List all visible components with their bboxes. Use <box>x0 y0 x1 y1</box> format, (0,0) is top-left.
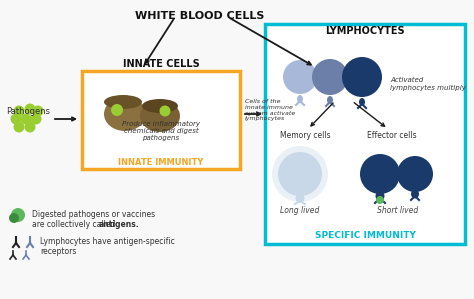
Text: SPECIFIC IMMUNITY: SPECIFIC IMMUNITY <box>315 231 415 240</box>
Text: Lymphocytes have antigen-specific
receptors: Lymphocytes have antigen-specific recept… <box>40 237 175 257</box>
Circle shape <box>111 104 123 116</box>
Text: Effector cells: Effector cells <box>367 131 417 140</box>
Circle shape <box>25 103 36 115</box>
Circle shape <box>20 114 31 124</box>
Circle shape <box>30 114 42 124</box>
Circle shape <box>272 146 328 202</box>
Text: are collectively called: are collectively called <box>32 220 118 229</box>
Text: Memory cells: Memory cells <box>280 131 330 140</box>
FancyBboxPatch shape <box>265 24 465 244</box>
Circle shape <box>159 106 171 117</box>
Circle shape <box>376 196 384 204</box>
Circle shape <box>10 114 21 124</box>
Text: INNATE IMMUNITY: INNATE IMMUNITY <box>118 158 204 167</box>
Text: Long lived: Long lived <box>280 206 319 215</box>
Text: WHITE BLOOD CELLS: WHITE BLOOD CELLS <box>135 11 264 21</box>
Ellipse shape <box>375 191 384 201</box>
Ellipse shape <box>327 96 333 104</box>
FancyBboxPatch shape <box>82 71 240 169</box>
Ellipse shape <box>104 95 142 109</box>
Circle shape <box>13 121 25 132</box>
Text: Digested pathogens or vaccines: Digested pathogens or vaccines <box>32 210 155 219</box>
Circle shape <box>25 121 36 132</box>
Ellipse shape <box>104 97 146 131</box>
Circle shape <box>342 57 382 97</box>
Text: Cells of the
innate immune
system activate
lymphocytes: Cells of the innate immune system activa… <box>245 99 295 121</box>
Ellipse shape <box>297 95 303 103</box>
Circle shape <box>360 154 400 194</box>
Text: Short lived: Short lived <box>377 206 418 215</box>
Ellipse shape <box>142 99 178 113</box>
Circle shape <box>397 156 433 192</box>
Text: Activated
lymphocytes multiply: Activated lymphocytes multiply <box>390 77 466 91</box>
Text: LYMPHOCYTES: LYMPHOCYTES <box>325 26 405 36</box>
Text: Produce inflammatory
chemicals and digest
pathogens: Produce inflammatory chemicals and diges… <box>122 120 200 141</box>
Circle shape <box>283 60 317 94</box>
Ellipse shape <box>411 190 419 199</box>
Circle shape <box>278 152 322 196</box>
Text: Pathogens: Pathogens <box>6 107 50 116</box>
Ellipse shape <box>359 98 365 106</box>
Circle shape <box>312 59 348 95</box>
Text: antigens.: antigens. <box>99 220 140 229</box>
Text: INNATE CELLS: INNATE CELLS <box>123 59 200 69</box>
Circle shape <box>33 106 44 117</box>
Ellipse shape <box>140 100 180 132</box>
Ellipse shape <box>295 193 304 203</box>
Circle shape <box>11 208 25 222</box>
Circle shape <box>13 106 25 117</box>
Circle shape <box>9 213 19 223</box>
